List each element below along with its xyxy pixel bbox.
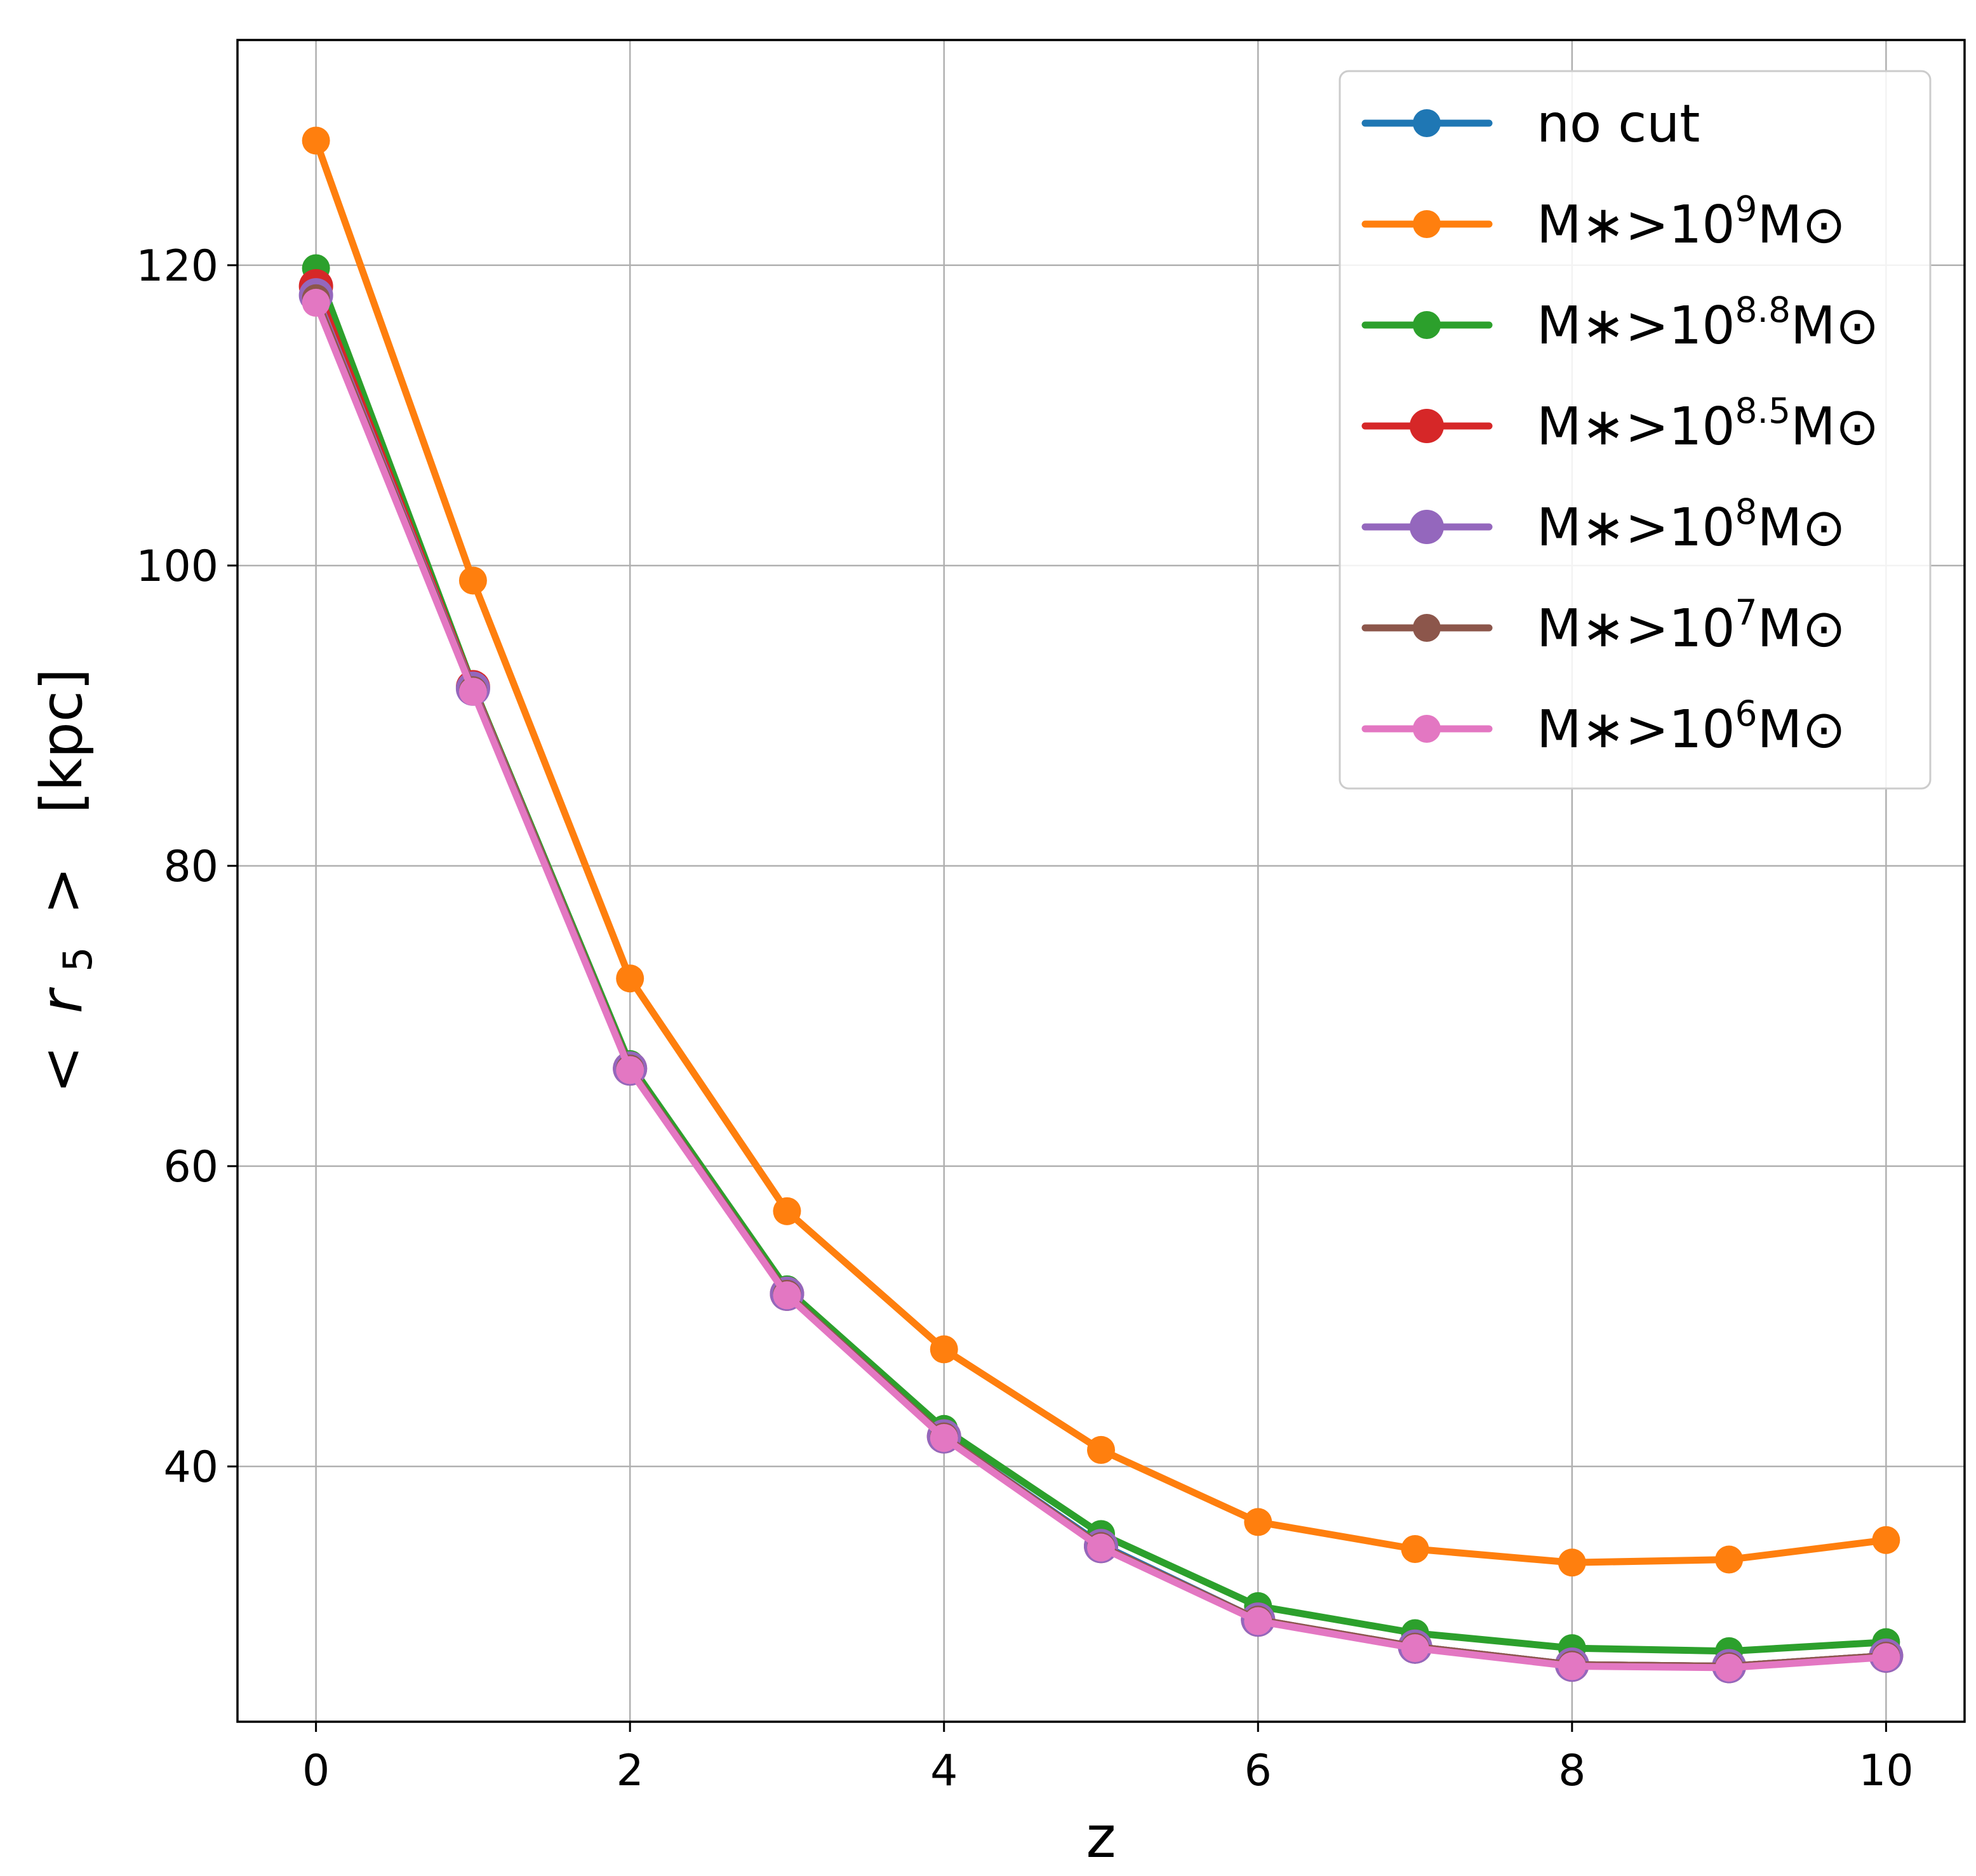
legend-label: M∗>109M⊙ bbox=[1537, 189, 1846, 255]
data-point bbox=[458, 677, 487, 706]
y-axis-label: < r 5 > [kpc] bbox=[29, 669, 105, 1094]
legend-marker bbox=[1413, 614, 1441, 642]
x-tick-label: 8 bbox=[1558, 1746, 1585, 1796]
data-point bbox=[1087, 1435, 1115, 1464]
series-2 bbox=[302, 126, 1900, 1577]
data-point bbox=[1244, 1508, 1272, 1536]
legend-marker bbox=[1413, 715, 1441, 743]
x-tick-label: 2 bbox=[617, 1746, 644, 1796]
y-tick-label: 40 bbox=[163, 1442, 218, 1493]
data-point bbox=[1715, 1653, 1744, 1682]
data-point bbox=[616, 1056, 644, 1084]
x-tick-label: 10 bbox=[1859, 1746, 1914, 1796]
data-point bbox=[1244, 1607, 1272, 1635]
legend-label: no cut bbox=[1537, 94, 1700, 154]
y-tick-label: 60 bbox=[163, 1142, 218, 1192]
x-tick-label: 6 bbox=[1245, 1746, 1272, 1796]
data-point bbox=[773, 1197, 801, 1225]
legend-box bbox=[1338, 70, 1932, 790]
legend-item: M∗>108M⊙ bbox=[1361, 491, 1846, 558]
x-tick-label: 0 bbox=[302, 1746, 330, 1796]
legend-label: M∗>106M⊙ bbox=[1537, 693, 1846, 760]
legend: no cut M∗>109M⊙ M∗>108.8M⊙ M∗>108.5M⊙ M∗>108… bbox=[1338, 70, 1932, 790]
data-point bbox=[458, 566, 487, 595]
data-point bbox=[1087, 1533, 1115, 1562]
y-tick-label: 100 bbox=[136, 542, 218, 592]
y-axis-label-text: < r 5 > [kpc] bbox=[29, 669, 105, 1094]
series-7 bbox=[302, 288, 1900, 1682]
data-point bbox=[1558, 1652, 1586, 1680]
y-label-var: r bbox=[29, 987, 95, 1013]
x-tick-label: 4 bbox=[930, 1746, 958, 1796]
data-point bbox=[302, 288, 330, 317]
x-axis-label: z bbox=[1086, 1804, 1116, 1871]
legend-marker bbox=[1413, 210, 1441, 238]
legend-marker bbox=[1413, 109, 1441, 137]
data-point bbox=[302, 126, 330, 155]
plot-frame bbox=[236, 39, 1966, 1723]
y-tick-label: 120 bbox=[136, 241, 218, 291]
legend-marker bbox=[1410, 409, 1444, 443]
legend-label: M∗>108.8M⊙ bbox=[1537, 289, 1879, 356]
legend-label: M∗>108.5M⊙ bbox=[1537, 390, 1879, 457]
data-point bbox=[930, 1335, 958, 1364]
legend-item: no cut bbox=[1361, 94, 1700, 154]
data-point bbox=[616, 964, 644, 993]
data-point bbox=[1872, 1526, 1900, 1554]
data-point bbox=[1401, 1535, 1429, 1564]
y-tick-label: 80 bbox=[163, 842, 218, 892]
y-label-close: > bbox=[29, 867, 95, 914]
legend-marker bbox=[1410, 510, 1444, 544]
y-label-open: < bbox=[29, 1046, 95, 1093]
data-point bbox=[1872, 1643, 1900, 1672]
data-point bbox=[773, 1281, 801, 1310]
legend-label: M∗>107M⊙ bbox=[1537, 592, 1846, 659]
legend-label: M∗>108M⊙ bbox=[1537, 491, 1846, 558]
legend-item: M∗>107M⊙ bbox=[1361, 592, 1846, 659]
y-label-sub: 5 bbox=[55, 947, 101, 971]
legend-marker bbox=[1413, 311, 1441, 339]
axis-ticks: 0 2 4 6 8 10 40 60 80 100 120 bbox=[136, 241, 1913, 1796]
legend-item: M∗>108.5M⊙ bbox=[1361, 390, 1879, 457]
data-point bbox=[930, 1423, 958, 1452]
y-label-unit: [kpc] bbox=[29, 669, 95, 814]
legend-item: M∗>108.8M⊙ bbox=[1361, 289, 1879, 356]
legend-item: M∗>109M⊙ bbox=[1361, 189, 1846, 255]
series-layer bbox=[298, 126, 1904, 1684]
data-point bbox=[1715, 1545, 1744, 1574]
data-point bbox=[1558, 1548, 1586, 1577]
data-point bbox=[1401, 1634, 1429, 1663]
legend-item: M∗>106M⊙ bbox=[1361, 693, 1846, 760]
